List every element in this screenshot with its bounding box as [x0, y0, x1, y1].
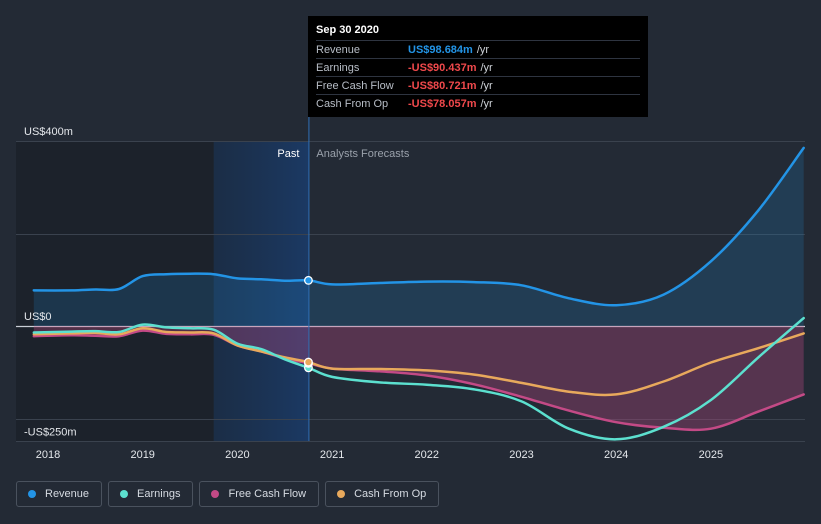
legend-item-cash-from-op[interactable]: Cash From Op: [325, 481, 440, 507]
x-tick-label: 2024: [604, 449, 628, 461]
legend-item-revenue[interactable]: Revenue: [16, 481, 103, 507]
tooltip-date: Sep 30 2020: [316, 24, 379, 36]
x-tick-label: 2025: [699, 449, 723, 461]
free-cash-flow-area: [33, 326, 804, 430]
tooltip-label: Cash From Op: [316, 97, 389, 110]
x-tick-label: 2023: [509, 449, 533, 461]
data-tooltip: Sep 30 2020 Revenue US$98.684m /yr Earni…: [308, 16, 648, 117]
tooltip-unit: /yr: [480, 79, 493, 92]
legend-dot-icon: [28, 490, 36, 498]
tooltip-value: -US$78.057m: [408, 97, 477, 110]
y-tick-label: US$0: [24, 311, 52, 323]
tooltip-label: Free Cash Flow: [316, 79, 394, 92]
tooltip-label: Revenue: [316, 43, 361, 56]
x-tick-label: 2019: [130, 449, 154, 461]
tooltip-label: Earnings: [316, 61, 360, 74]
legend-dot-icon: [211, 490, 220, 498]
legend-item-earnings[interactable]: Earnings: [108, 481, 194, 507]
revenue-area: [33, 147, 804, 326]
hover-markers: [303, 117, 313, 441]
tooltip-row-cash-from-op: Cash From Op -US$78.057m /yr: [316, 94, 640, 112]
selected-period-highlight: [213, 141, 309, 441]
tooltip-unit: /yr: [476, 43, 490, 56]
legend-label: Cash From Op: [354, 488, 427, 500]
series-fills: [33, 147, 804, 430]
axis-labels: US$400m US$0 -US$250m 2018 2019 2020 2021 2022 2…: [24, 126, 723, 461]
past-region-label: Past: [277, 148, 299, 160]
legend-dot-icon: [120, 490, 129, 498]
y-tick-label: -US$250m: [24, 427, 77, 439]
legend-label: Revenue: [45, 488, 90, 500]
chart-legend: Revenue Earnings Free Cash Flow Cash Fro…: [16, 481, 440, 507]
gridlines: [16, 141, 805, 442]
tooltip-unit: /yr: [480, 97, 493, 110]
legend-dot-icon: [337, 490, 346, 498]
tooltip-value: -US$80.721m: [408, 79, 477, 92]
chart-background: [16, 141, 309, 441]
hover-marker-revenue: [303, 275, 313, 285]
tooltip-value: US$98.684m: [408, 43, 473, 56]
tooltip-value: -US$90.437m: [408, 61, 477, 74]
tooltip-row-free-cash-flow: Free Cash Flow -US$80.721m /yr: [316, 76, 640, 94]
tooltip-row-revenue: Revenue US$98.684m /yr: [316, 40, 640, 58]
tooltip-row-earnings: Earnings -US$90.437m /yr: [316, 58, 640, 76]
tooltip-unit: /yr: [480, 61, 493, 74]
legend-label: Earnings: [137, 488, 181, 500]
legend-label: Free Cash Flow: [228, 488, 307, 500]
x-tick-label: 2021: [320, 449, 344, 461]
x-tick-label: 2020: [225, 449, 249, 461]
y-tick-label: US$400m: [24, 126, 73, 138]
x-tick-label: 2022: [415, 449, 439, 461]
hover-marker-cash-from-op: [303, 357, 313, 367]
legend-item-free-cash-flow[interactable]: Free Cash Flow: [199, 481, 320, 507]
forecast-region-label: Analysts Forecasts: [316, 148, 409, 160]
x-tick-label: 2018: [36, 449, 60, 461]
